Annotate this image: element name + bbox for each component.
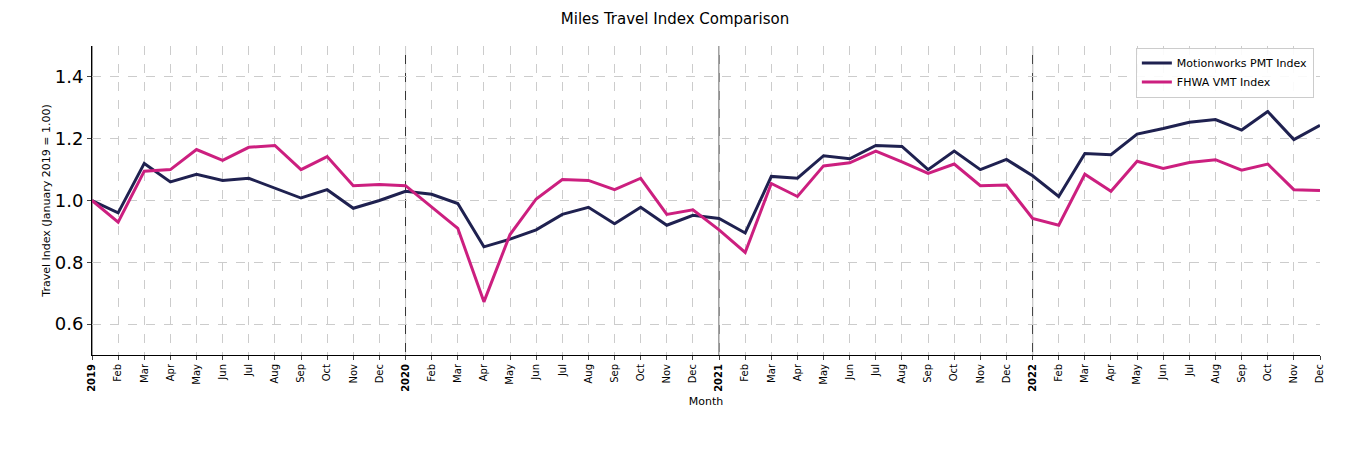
svg-text:Dec: Dec xyxy=(687,364,698,383)
svg-text:Oct: Oct xyxy=(321,364,332,381)
svg-text:Feb: Feb xyxy=(1053,364,1064,382)
svg-text:Apr: Apr xyxy=(792,363,803,381)
svg-text:May: May xyxy=(818,364,829,385)
svg-text:Apr: Apr xyxy=(478,363,489,381)
svg-text:Sep: Sep xyxy=(609,364,620,383)
svg-text:Jul: Jul xyxy=(557,364,568,377)
svg-text:2021: 2021 xyxy=(713,364,724,392)
svg-text:Jul: Jul xyxy=(243,364,254,377)
svg-text:Sep: Sep xyxy=(1236,364,1247,383)
svg-text:Jun: Jun xyxy=(217,364,228,381)
svg-text:FHWA VMT Index: FHWA VMT Index xyxy=(1177,76,1271,89)
svg-text:Nov: Nov xyxy=(661,364,672,384)
svg-text:Dec: Dec xyxy=(374,364,385,383)
svg-text:Sep: Sep xyxy=(922,364,933,383)
svg-text:Mar: Mar xyxy=(766,363,777,383)
svg-text:Feb: Feb xyxy=(739,364,750,382)
svg-text:Mar: Mar xyxy=(452,363,463,383)
svg-text:Feb: Feb xyxy=(426,364,437,382)
svg-text:Jul: Jul xyxy=(870,364,881,377)
svg-text:2020: 2020 xyxy=(400,364,411,392)
svg-text:May: May xyxy=(1131,364,1142,385)
svg-text:Oct: Oct xyxy=(948,364,959,381)
svg-text:Feb: Feb xyxy=(112,364,123,382)
svg-text:Motionworks PMT Index: Motionworks PMT Index xyxy=(1177,57,1307,70)
svg-text:Aug: Aug xyxy=(583,364,594,384)
svg-text:1.2: 1.2 xyxy=(55,128,84,149)
svg-text:Aug: Aug xyxy=(1210,364,1221,384)
svg-text:Aug: Aug xyxy=(896,364,907,384)
svg-text:Nov: Nov xyxy=(348,364,359,384)
svg-text:Oct: Oct xyxy=(635,364,646,381)
svg-text:Oct: Oct xyxy=(1262,364,1273,381)
svg-text:0.8: 0.8 xyxy=(55,252,84,273)
svg-text:Aug: Aug xyxy=(269,364,280,384)
svg-text:Apr: Apr xyxy=(1105,363,1116,381)
svg-text:Jun: Jun xyxy=(530,364,541,381)
svg-text:Nov: Nov xyxy=(1288,364,1299,384)
svg-text:Sep: Sep xyxy=(295,364,306,383)
svg-text:Nov: Nov xyxy=(975,364,986,384)
svg-text:Apr: Apr xyxy=(165,363,176,381)
svg-text:Month: Month xyxy=(689,395,724,408)
svg-text:Jun: Jun xyxy=(1157,364,1168,381)
svg-text:Jun: Jun xyxy=(844,364,855,381)
svg-text:0.6: 0.6 xyxy=(55,313,84,334)
svg-text:May: May xyxy=(504,364,515,385)
svg-text:May: May xyxy=(191,364,202,385)
svg-text:2022: 2022 xyxy=(1027,364,1038,392)
svg-text:Mar: Mar xyxy=(1079,363,1090,383)
svg-text:Dec: Dec xyxy=(1001,364,1012,383)
svg-text:Jul: Jul xyxy=(1184,364,1195,377)
svg-text:Mar: Mar xyxy=(139,363,150,383)
svg-text:Dec: Dec xyxy=(1314,364,1325,383)
svg-text:1.0: 1.0 xyxy=(55,190,84,211)
svg-text:Miles Travel Index Comparison: Miles Travel Index Comparison xyxy=(561,10,789,28)
svg-text:Travel Index (January 2019 = 1: Travel Index (January 2019 = 1.00) xyxy=(40,104,53,297)
svg-text:1.4: 1.4 xyxy=(55,66,84,87)
svg-text:2019: 2019 xyxy=(86,364,97,392)
